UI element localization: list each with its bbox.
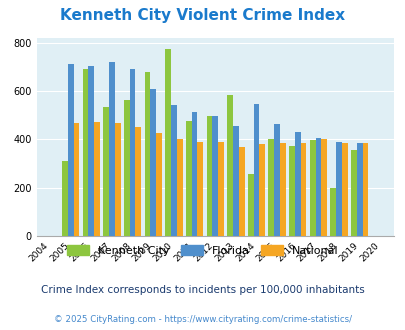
Bar	[62, 161, 68, 236]
Bar	[232, 126, 238, 236]
Bar	[156, 133, 162, 236]
Bar	[362, 143, 367, 236]
Bar	[82, 69, 88, 236]
Bar	[279, 144, 285, 236]
Bar	[320, 139, 326, 236]
Text: © 2025 CityRating.com - https://www.cityrating.com/crime-statistics/: © 2025 CityRating.com - https://www.city…	[54, 315, 351, 324]
Bar	[171, 105, 176, 236]
Bar	[124, 100, 129, 236]
Bar	[350, 150, 356, 236]
Bar	[206, 116, 212, 236]
Bar	[288, 146, 294, 236]
Bar	[103, 107, 109, 236]
Bar	[238, 147, 244, 236]
Bar	[135, 127, 141, 236]
Bar	[109, 62, 115, 236]
Legend: Kenneth City, Florida, National: Kenneth City, Florida, National	[62, 241, 343, 260]
Bar	[129, 69, 135, 236]
Bar	[294, 132, 300, 236]
Bar	[247, 174, 253, 236]
Bar	[212, 116, 217, 236]
Bar	[115, 123, 120, 236]
Bar	[315, 138, 320, 236]
Bar	[335, 142, 341, 236]
Bar	[68, 64, 73, 236]
Bar	[300, 143, 306, 236]
Bar	[185, 120, 191, 236]
Bar	[197, 142, 202, 236]
Bar	[356, 144, 362, 236]
Bar	[94, 122, 100, 236]
Text: Kenneth City Violent Crime Index: Kenneth City Violent Crime Index	[60, 8, 345, 23]
Bar	[88, 66, 94, 236]
Bar	[273, 124, 279, 236]
Bar	[268, 139, 273, 236]
Bar	[309, 140, 315, 236]
Bar	[165, 49, 171, 236]
Bar	[253, 104, 259, 236]
Bar	[341, 143, 347, 236]
Bar	[217, 142, 223, 236]
Bar	[150, 89, 156, 236]
Text: Crime Index corresponds to incidents per 100,000 inhabitants: Crime Index corresponds to incidents per…	[41, 285, 364, 295]
Bar	[330, 188, 335, 236]
Bar	[191, 112, 197, 236]
Bar	[259, 144, 264, 236]
Bar	[176, 139, 182, 236]
Bar	[227, 95, 232, 236]
Bar	[73, 123, 79, 236]
Bar	[144, 72, 150, 236]
